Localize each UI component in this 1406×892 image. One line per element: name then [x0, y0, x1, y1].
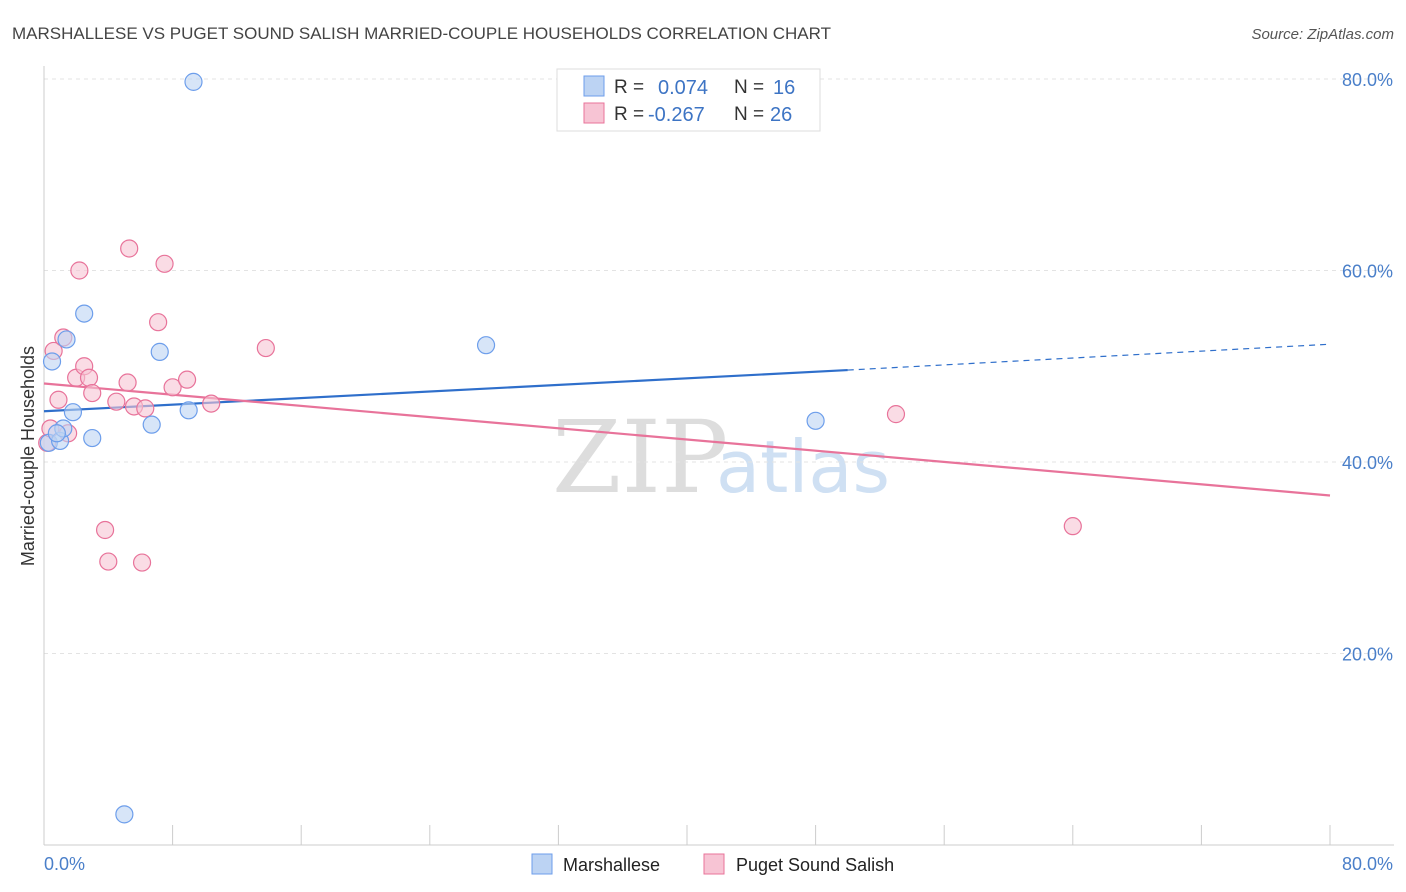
legend-r-value-2: -0.267 [648, 104, 705, 126]
point-puget-sound-salish-22 [177, 370, 197, 389]
point-puget-sound-salish-11 [95, 520, 115, 540]
point-puget-sound-salish-26 [1063, 517, 1082, 536]
x-tick-label-max: 80.0% [1342, 854, 1393, 874]
legend-swatch-puget-sound-salish [583, 102, 605, 124]
point-puget-sound-salish-14 [118, 373, 137, 392]
point-puget-sound-salish-25 [886, 405, 906, 424]
point-puget-sound-salish-23 [202, 394, 221, 413]
point-puget-sound-salish-19 [149, 313, 168, 332]
point-marshallese-14 [806, 411, 825, 430]
bottom-legend-label-marshallese: Marshallese [563, 855, 660, 875]
y-axis-label: Married-couple Households [18, 346, 38, 566]
point-puget-sound-salish-10 [83, 383, 102, 403]
point-marshallese-1 [42, 352, 62, 371]
point-puget-sound-salish-9 [79, 368, 99, 387]
point-marshallese-5 [63, 403, 83, 422]
bottom-legend-swatch-marshallese [531, 853, 553, 875]
legend-n-value-1: 16 [773, 77, 795, 99]
y-tick-label-20: 20.0% [1342, 645, 1393, 665]
chart-source: Source: ZipAtlas.com [1251, 26, 1394, 43]
legend-n-value-2: 26 [770, 104, 792, 126]
trend-line-puget-sound-salish [43, 382, 1331, 497]
point-puget-sound-salish-12 [99, 552, 118, 571]
legend-r-label-2: R = [614, 104, 644, 125]
point-puget-sound-salish-21 [163, 378, 182, 397]
point-puget-sound-salish-24 [256, 338, 275, 358]
x-tick-label-min: 0.0% [44, 854, 85, 874]
point-puget-sound-salish-20 [155, 254, 174, 273]
point-marshallese-12 [184, 72, 203, 91]
bottom-legend-swatch-puget-sound-salish [703, 853, 725, 875]
gridlines [44, 78, 1394, 654]
bottom-legend: Marshallese Puget Sound Salish [531, 853, 894, 875]
watermark-zip: ZIP [552, 399, 728, 516]
point-puget-sound-salish-17 [132, 553, 152, 572]
chart-title: MARSHALLESE VS PUGET SOUND SALISH MARRIE… [12, 24, 831, 43]
legend-n-label-2: N = [734, 104, 764, 125]
point-marshallese-13 [476, 336, 496, 355]
legend-n-label-1: N = [734, 77, 764, 98]
point-marshallese-10 [150, 342, 169, 361]
trend-line-marshallese-extension [847, 343, 1331, 371]
legend-box: R = 0.074 N = 16 R = -0.267 N = 26 [556, 68, 821, 132]
legend-swatch-marshallese [583, 75, 605, 97]
bottom-legend-label-puget-sound-salish: Puget Sound Salish [736, 855, 894, 875]
data-points [38, 72, 1082, 824]
y-tick-label-40: 40.0% [1342, 453, 1393, 473]
point-marshallese-8 [115, 805, 134, 824]
trend-lines [43, 343, 1331, 497]
y-tick-label-80: 80.0% [1342, 70, 1393, 90]
y-tick-label-60: 60.0% [1342, 262, 1393, 282]
y-tick-labels: 20.0% 40.0% 60.0% 80.0% [1342, 70, 1393, 665]
point-puget-sound-salish-13 [107, 392, 126, 411]
point-marshallese-6 [75, 304, 94, 323]
point-puget-sound-salish-18 [136, 399, 155, 418]
point-puget-sound-salish-7 [70, 261, 89, 280]
point-puget-sound-salish-3 [49, 390, 68, 409]
watermark: ZIP atlas [552, 399, 890, 516]
point-marshallese-7 [83, 428, 102, 448]
trend-line-marshallese [43, 368, 848, 413]
point-marshallese-4 [57, 330, 76, 349]
legend-r-value-1: 0.074 [658, 77, 708, 99]
point-marshallese-9 [142, 415, 161, 434]
watermark-atlas: atlas [716, 425, 890, 509]
point-marshallese-11 [179, 401, 198, 420]
point-marshallese-15 [47, 424, 66, 443]
legend-r-label-1: R = [614, 77, 644, 98]
point-puget-sound-salish-15 [120, 239, 139, 258]
axes [43, 66, 1394, 846]
